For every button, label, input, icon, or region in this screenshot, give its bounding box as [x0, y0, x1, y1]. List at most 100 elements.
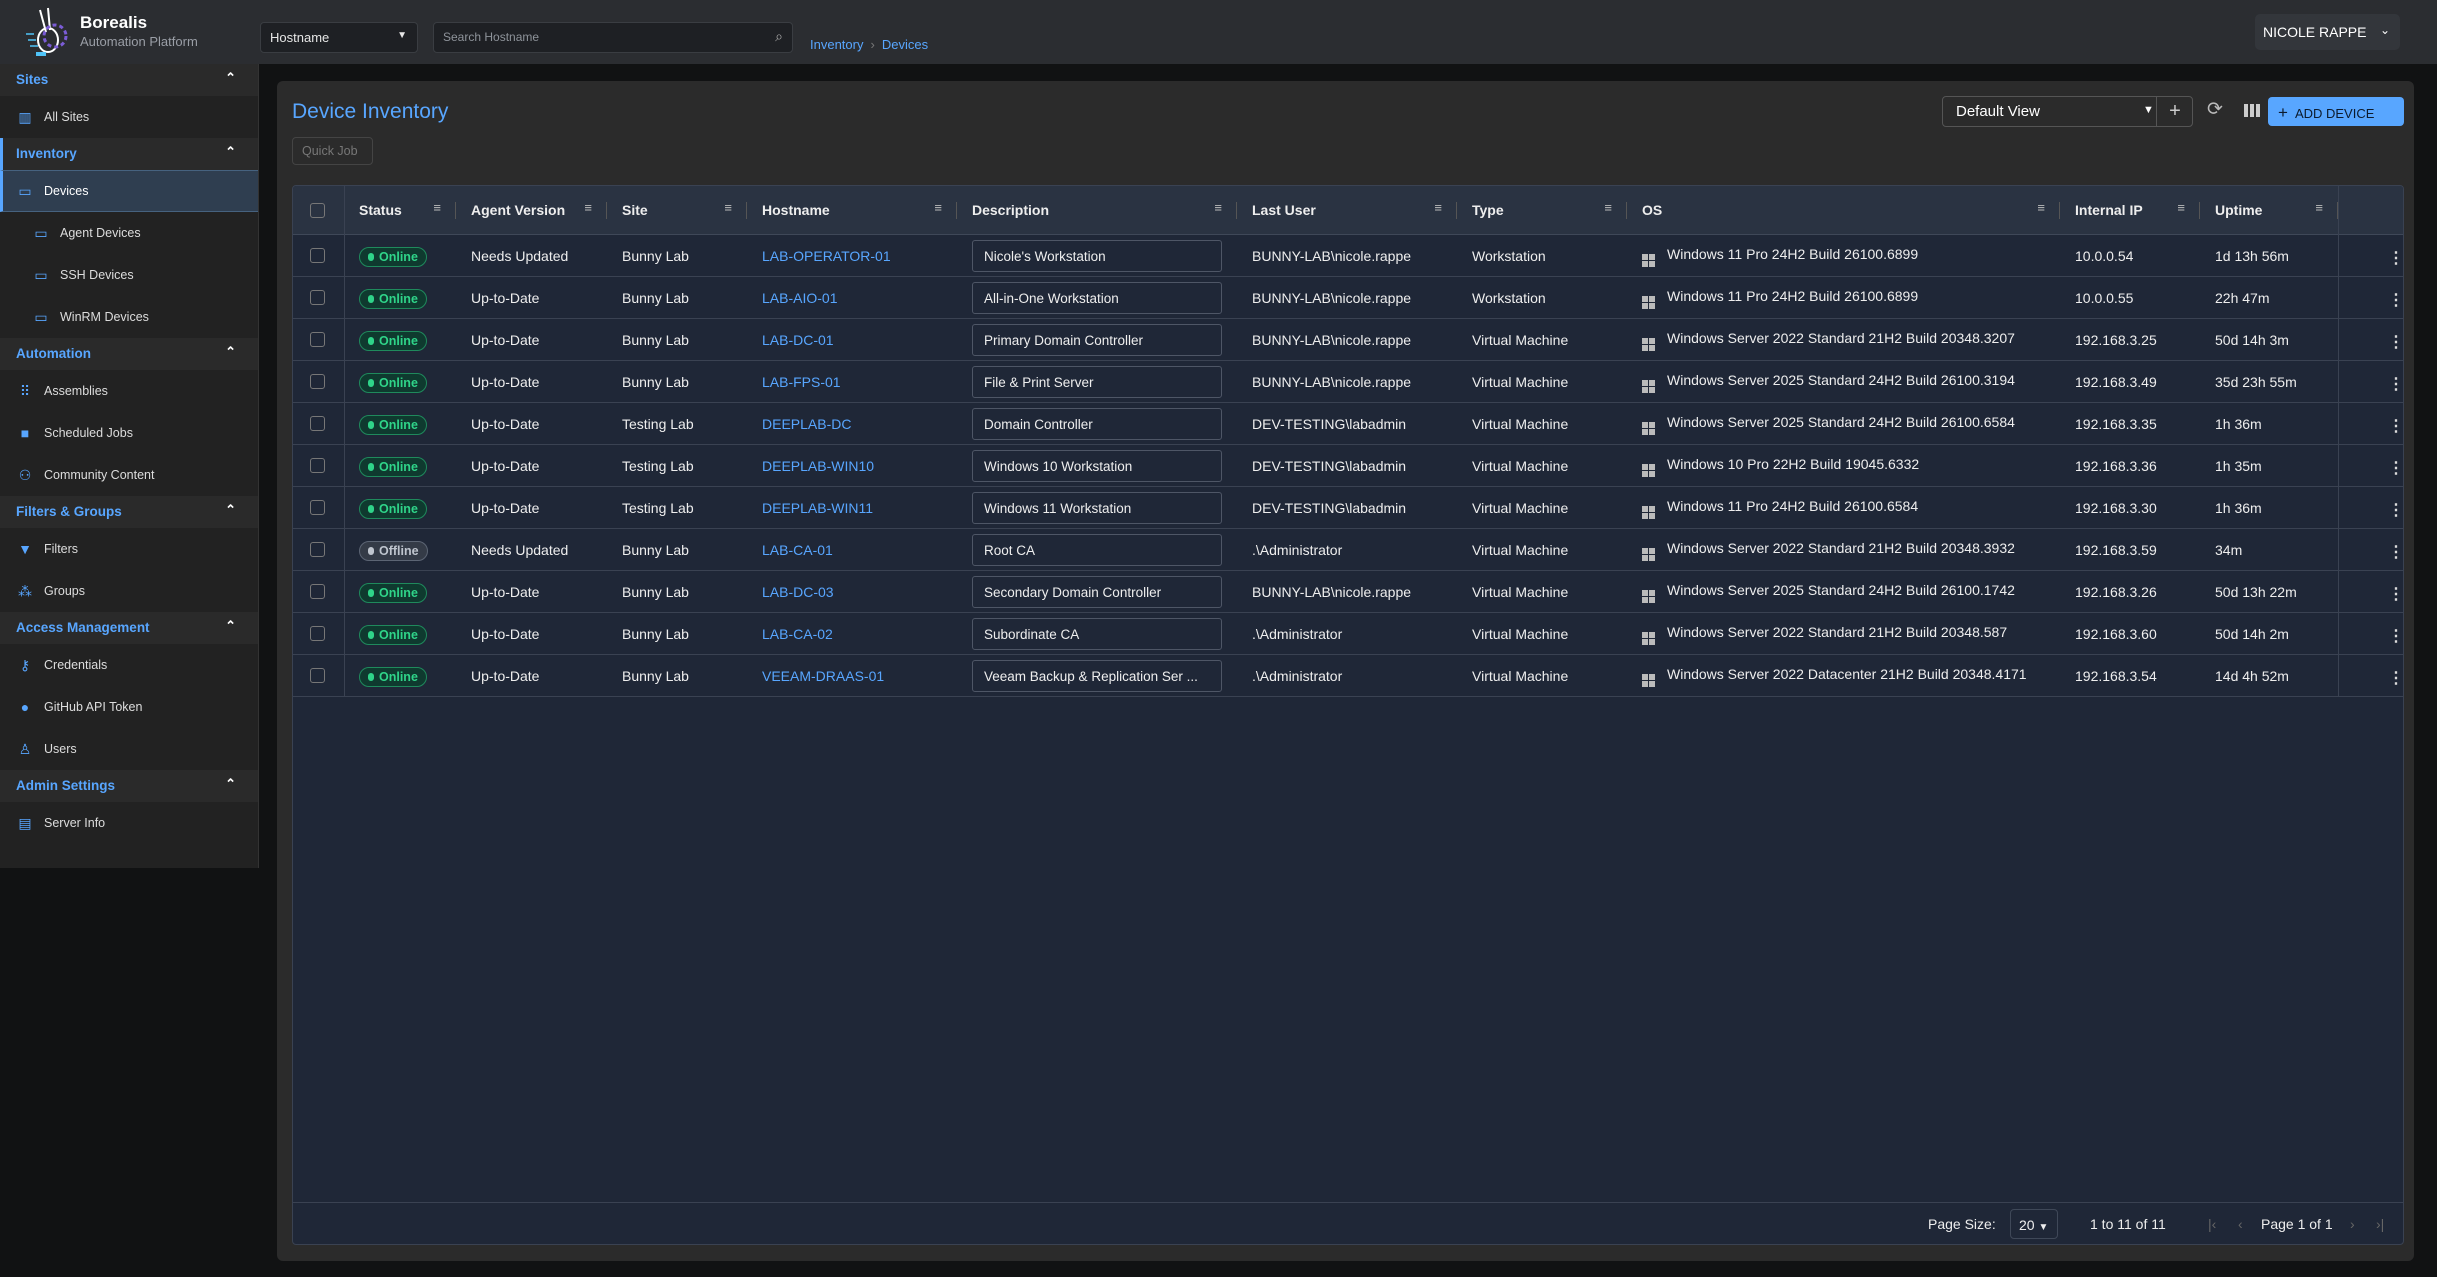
sidebar-section-admin-settings[interactable]: Admin Settings ⌃ — [0, 770, 258, 802]
description-input[interactable]: Primary Domain Controller — [972, 324, 1222, 356]
filter-icon[interactable]: ≡ — [433, 200, 441, 215]
more-actions-icon[interactable]: ⋮ — [2388, 628, 2404, 645]
hostname-link[interactable]: LAB-DC-01 — [762, 332, 834, 348]
sidebar-item-all-sites[interactable]: ▥ All Sites — [0, 96, 258, 138]
table-row[interactable]: Online Up-to-Date Bunny Lab LAB-DC-01 Primar… — [293, 319, 2403, 361]
hostname-link[interactable]: DEEPLAB-DC — [762, 416, 852, 432]
column-header-hostname[interactable]: Hostname ≡ — [747, 186, 957, 235]
sidebar-item-assemblies[interactable]: ⠿ Assemblies — [0, 370, 258, 412]
row-checkbox[interactable] — [310, 668, 325, 683]
sidebar-section-inventory[interactable]: Inventory ⌃ — [0, 138, 258, 170]
hostname-link[interactable]: LAB-FPS-01 — [762, 374, 841, 390]
view-select[interactable]: Default View ▼ + — [1942, 96, 2193, 127]
sidebar-item-credentials[interactable]: ⚷ Credentials — [0, 644, 258, 686]
row-checkbox[interactable] — [310, 332, 325, 347]
table-row[interactable]: Online Up-to-Date Bunny Lab LAB-FPS-01 File … — [293, 361, 2403, 403]
more-actions-icon[interactable]: ⋮ — [2388, 250, 2404, 267]
search-field-select[interactable]: Hostname ▼ — [260, 22, 418, 53]
first-page-icon[interactable]: |‹ — [2208, 1216, 2217, 1232]
sidebar-item-scheduled-jobs[interactable]: ■ Scheduled Jobs — [0, 412, 258, 454]
table-row[interactable]: Online Up-to-Date Bunny Lab LAB-AIO-01 All-i… — [293, 277, 2403, 319]
hostname-link[interactable]: LAB-OPERATOR-01 — [762, 248, 891, 264]
sidebar-item-groups[interactable]: ⁂ Groups — [0, 570, 258, 612]
sidebar-item-users[interactable]: ♙ Users — [0, 728, 258, 770]
sidebar-item-devices[interactable]: ▭ Devices — [0, 170, 258, 212]
quick-job-button[interactable]: Quick Job — [292, 137, 373, 165]
sidebar-item-community-content[interactable]: ⚇ Community Content — [0, 454, 258, 496]
user-menu-button[interactable]: NICOLE RAPPE ⌄ — [2255, 14, 2400, 50]
table-row[interactable]: Online Up-to-Date Bunny Lab VEEAM-DRAAS-01 V… — [293, 655, 2403, 697]
table-row[interactable]: Online Up-to-Date Testing Lab DEEPLAB-WIN10… — [293, 445, 2403, 487]
filter-icon[interactable]: ≡ — [2177, 200, 2185, 215]
add-view-button[interactable]: + — [2156, 97, 2193, 126]
table-row[interactable]: Online Up-to-Date Testing Lab DEEPLAB-WIN11… — [293, 487, 2403, 529]
column-divider[interactable] — [455, 202, 456, 219]
table-row[interactable]: Online Up-to-Date Bunny Lab LAB-CA-02 Subord… — [293, 613, 2403, 655]
description-input[interactable]: Nicole's Workstation — [972, 240, 1222, 272]
column-divider[interactable] — [2337, 202, 2338, 219]
sidebar-item-ssh-devices[interactable]: ▭ SSH Devices — [0, 254, 258, 296]
more-actions-icon[interactable]: ⋮ — [2388, 334, 2404, 351]
chevron-up-icon[interactable]: ⌃ — [225, 776, 236, 791]
description-input[interactable]: All-in-One Workstation — [972, 282, 1222, 314]
search-icon[interactable]: ⌕ — [775, 28, 783, 44]
column-divider[interactable] — [2199, 202, 2200, 219]
sidebar-item-github-api-token[interactable]: ● GitHub API Token — [0, 686, 258, 728]
more-actions-icon[interactable]: ⋮ — [2388, 502, 2404, 519]
more-actions-icon[interactable]: ⋮ — [2388, 670, 2404, 687]
column-divider[interactable] — [1626, 202, 1627, 219]
more-actions-icon[interactable]: ⋮ — [2388, 460, 2404, 477]
hostname-link[interactable]: LAB-CA-01 — [762, 542, 833, 558]
chevron-up-icon[interactable]: ⌃ — [225, 618, 236, 633]
refresh-icon[interactable]: ⟳ — [2207, 99, 2223, 120]
sidebar-item-filters[interactable]: ▼ Filters — [0, 528, 258, 570]
description-input[interactable]: Windows 10 Workstation — [972, 450, 1222, 482]
filter-icon[interactable]: ≡ — [2315, 200, 2323, 215]
column-divider[interactable] — [1456, 202, 1457, 219]
description-input[interactable]: Windows 11 Workstation — [972, 492, 1222, 524]
sidebar-item-server-info[interactable]: ▤ Server Info — [0, 802, 258, 844]
column-header-agent-version[interactable]: Agent Version ≡ — [456, 186, 607, 235]
row-checkbox[interactable] — [310, 584, 325, 599]
chevron-up-icon[interactable]: ⌃ — [225, 70, 236, 85]
chevron-up-icon[interactable]: ⌃ — [225, 144, 236, 159]
column-header-type[interactable]: Type ≡ — [1457, 186, 1627, 235]
filter-icon[interactable]: ≡ — [1434, 200, 1442, 215]
column-header-site[interactable]: Site ≡ — [607, 186, 747, 235]
more-actions-icon[interactable]: ⋮ — [2388, 292, 2404, 309]
sidebar-section-access-management[interactable]: Access Management ⌃ — [0, 612, 258, 644]
hostname-link[interactable]: DEEPLAB-WIN10 — [762, 458, 875, 474]
row-checkbox[interactable] — [310, 626, 325, 641]
hostname-link[interactable]: DEEPLAB-WIN11 — [762, 500, 873, 516]
hostname-link[interactable]: VEEAM-DRAAS-01 — [762, 668, 885, 684]
column-divider[interactable] — [1236, 202, 1237, 219]
search-input[interactable]: Search Hostname ⌕ — [433, 22, 793, 53]
description-input[interactable]: File & Print Server — [972, 366, 1222, 398]
last-page-icon[interactable]: ›| — [2376, 1216, 2385, 1232]
hostname-link[interactable]: LAB-AIO-01 — [762, 290, 838, 306]
filter-icon[interactable]: ≡ — [1604, 200, 1612, 215]
row-checkbox[interactable] — [310, 458, 325, 473]
row-checkbox[interactable] — [310, 290, 325, 305]
column-header-uptime[interactable]: Uptime ≡ — [2200, 186, 2338, 235]
next-page-icon[interactable]: › — [2350, 1216, 2355, 1232]
more-actions-icon[interactable]: ⋮ — [2388, 376, 2404, 393]
row-checkbox[interactable] — [310, 542, 325, 557]
column-header-last-user[interactable]: Last User ≡ — [1237, 186, 1457, 235]
columns-icon[interactable] — [2244, 104, 2260, 117]
chevron-up-icon[interactable]: ⌃ — [225, 502, 236, 517]
sidebar-item-agent-devices[interactable]: ▭ Agent Devices — [0, 212, 258, 254]
column-divider[interactable] — [956, 202, 957, 219]
column-header-status[interactable]: Status ≡ — [344, 186, 456, 235]
row-checkbox[interactable] — [310, 416, 325, 431]
more-actions-icon[interactable]: ⋮ — [2388, 586, 2404, 603]
select-all-checkbox[interactable] — [310, 203, 325, 218]
table-row[interactable]: Online Up-to-Date Bunny Lab LAB-DC-03 Second… — [293, 571, 2403, 613]
filter-icon[interactable]: ≡ — [2037, 200, 2045, 215]
chevron-up-icon[interactable]: ⌃ — [225, 344, 236, 359]
hostname-link[interactable]: LAB-CA-02 — [762, 626, 833, 642]
table-row[interactable]: Online Up-to-Date Testing Lab DEEPLAB-DC Dom… — [293, 403, 2403, 445]
filter-icon[interactable]: ≡ — [934, 200, 942, 215]
filter-icon[interactable]: ≡ — [584, 200, 592, 215]
breadcrumb-inventory[interactable]: Inventory — [810, 37, 864, 52]
